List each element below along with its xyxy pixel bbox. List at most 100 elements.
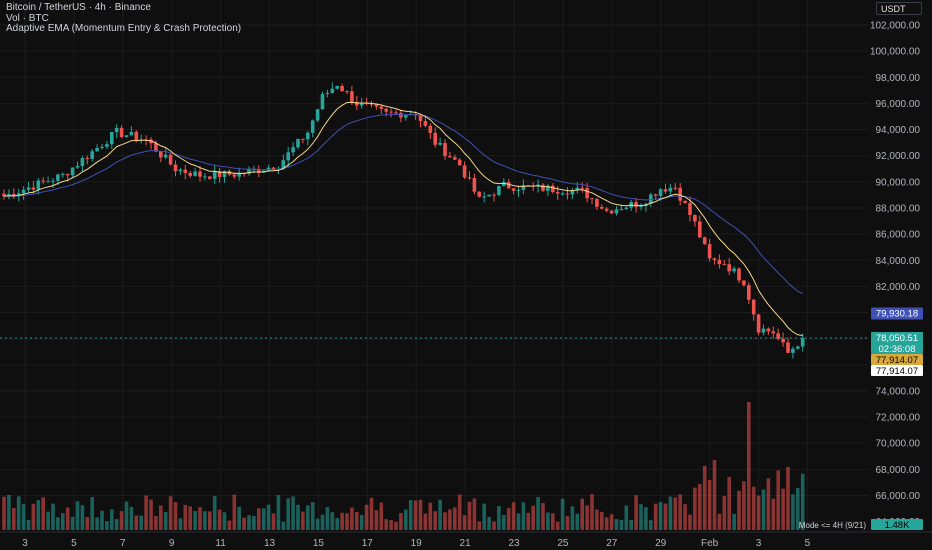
candle-body xyxy=(619,209,624,211)
candle-body xyxy=(188,172,192,176)
candle-body xyxy=(399,112,403,118)
volume-bar xyxy=(301,511,305,530)
candle-body xyxy=(124,135,129,137)
volume-bar xyxy=(281,521,286,530)
candle-body xyxy=(418,115,423,122)
volume-bar xyxy=(590,494,594,530)
volume-bar xyxy=(453,507,457,530)
volume-bar xyxy=(521,502,526,530)
candle-body xyxy=(232,174,237,177)
volume-bar xyxy=(722,496,727,530)
candle-body xyxy=(129,131,134,136)
candle-body xyxy=(173,164,178,172)
candle-body xyxy=(16,193,21,197)
volume-bar xyxy=(330,512,335,530)
volume-bar xyxy=(335,517,339,530)
volume-bar xyxy=(198,507,202,530)
volume-bar xyxy=(232,494,237,530)
candle-body xyxy=(159,151,163,158)
volume-bar xyxy=(404,509,408,530)
candle-body xyxy=(786,342,790,353)
candle-body xyxy=(791,348,795,353)
volume-bar xyxy=(497,506,501,530)
volume-bar xyxy=(639,504,643,530)
volume-bar xyxy=(2,496,6,530)
candle-body xyxy=(609,210,614,214)
candle-body xyxy=(472,178,477,192)
volume-bar xyxy=(374,510,379,530)
candle-body xyxy=(384,108,388,112)
volume-bar xyxy=(575,513,580,530)
volume-bar xyxy=(761,489,766,530)
volume-bar xyxy=(183,504,188,530)
volume-label[interactable]: Vol · BTC xyxy=(6,12,49,24)
candle-body xyxy=(796,346,800,349)
candle-body xyxy=(732,268,736,272)
candle-body xyxy=(286,152,290,161)
candle-body xyxy=(237,173,241,177)
x-tick-label: 7 xyxy=(120,538,126,549)
candle-body xyxy=(31,187,36,190)
volume-bar xyxy=(222,512,227,530)
volume-bar xyxy=(124,501,129,530)
y-tick-label: 84,000.00 xyxy=(876,256,921,267)
volume-bar xyxy=(732,513,736,530)
volume-bar xyxy=(448,509,452,530)
y-tick-label: 86,000.00 xyxy=(876,230,921,241)
candle-body xyxy=(193,171,197,176)
candle-body xyxy=(673,187,678,189)
candle-body xyxy=(800,338,805,347)
volume-bar xyxy=(428,502,433,530)
candle-body xyxy=(600,206,604,209)
volume-bar xyxy=(257,508,261,530)
volume-bar xyxy=(46,511,50,530)
candle-body xyxy=(149,139,153,144)
volume-bar xyxy=(100,510,104,530)
volume-bar xyxy=(16,496,21,530)
volume-bar xyxy=(80,505,85,530)
candle-body xyxy=(95,147,99,152)
y-tick-label: 96,000.00 xyxy=(876,99,921,110)
volume-bar xyxy=(619,520,624,530)
candle-body xyxy=(712,258,717,260)
x-tick-label: 5 xyxy=(71,538,77,549)
volume-bar xyxy=(457,494,462,530)
candle-body xyxy=(487,194,491,197)
volume-bar xyxy=(781,488,785,530)
candle-body xyxy=(428,125,433,133)
white-price-label-bg xyxy=(871,365,923,377)
indicator-label[interactable]: Adaptive EMA (Momentum Entry & Crash Pro… xyxy=(6,23,242,34)
symbol-title[interactable]: Bitcoin / TetherUS · 4h · Binance xyxy=(6,2,151,13)
volume-bar xyxy=(261,508,266,530)
candle-body xyxy=(497,185,501,195)
candle-body xyxy=(247,169,251,174)
volume-axis-label-bg xyxy=(871,519,923,530)
volume-bar xyxy=(506,508,511,530)
y-tick-label: 102,000.00 xyxy=(870,21,920,32)
volume-bar xyxy=(800,473,805,530)
candle-body xyxy=(492,194,496,196)
candle-body xyxy=(624,207,629,210)
candle-body xyxy=(154,143,158,152)
candle-body xyxy=(438,142,442,145)
candle-body xyxy=(330,88,335,93)
volume-bar xyxy=(149,499,153,530)
candle-body xyxy=(541,184,545,191)
volume-bar xyxy=(756,495,761,530)
candle-body xyxy=(369,103,374,105)
candle-body xyxy=(394,112,398,114)
candle-body xyxy=(766,328,771,332)
volume-bar xyxy=(389,520,393,530)
candle-body xyxy=(639,205,643,208)
volume-bar xyxy=(51,503,55,530)
candle-body xyxy=(61,173,65,175)
candle-body xyxy=(203,176,207,178)
currency-button[interactable]: USDT xyxy=(876,2,922,15)
volume-bar xyxy=(531,505,535,530)
volume-bar xyxy=(286,498,290,530)
ema-slow-price-label-bg xyxy=(871,307,923,320)
volume-bar xyxy=(168,496,173,530)
candle-body xyxy=(747,285,751,300)
candle-body xyxy=(565,193,570,195)
